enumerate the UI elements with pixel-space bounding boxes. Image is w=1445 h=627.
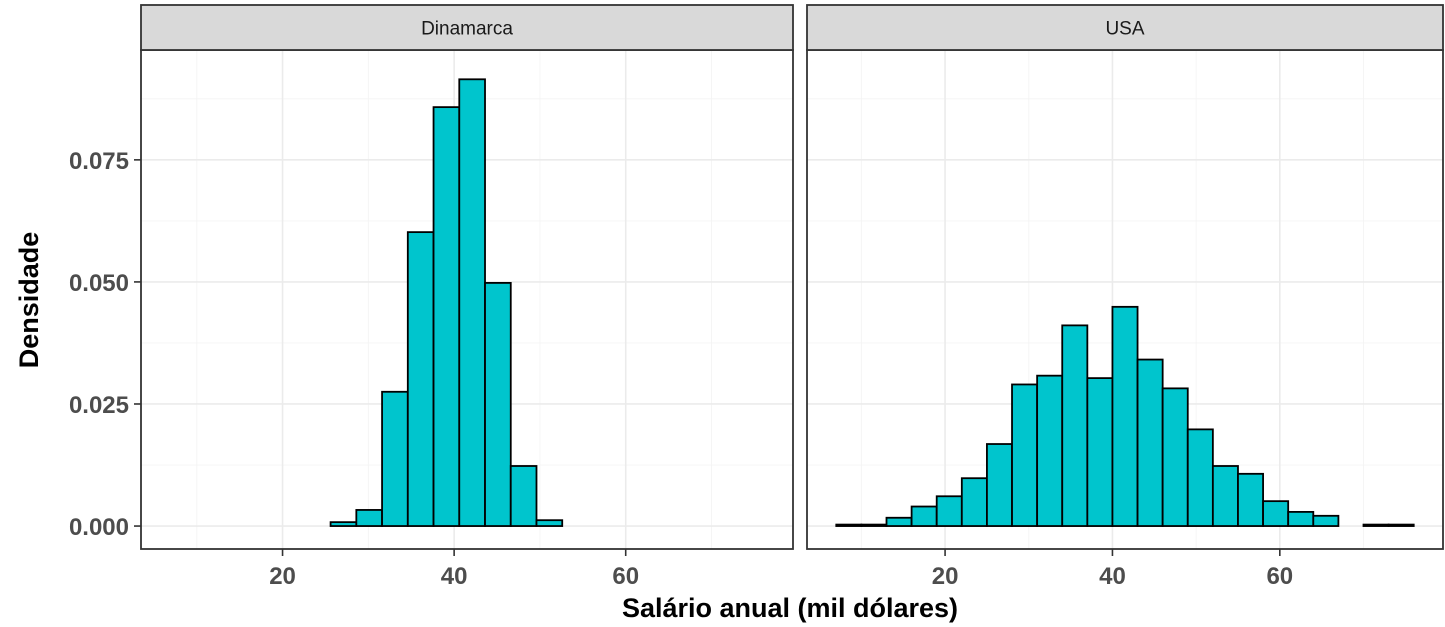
y-tick-label: 0.025 [69, 392, 129, 419]
histogram-bar [835, 523, 863, 527]
histogram-bar [1011, 383, 1039, 527]
x-tick-label: 60 [1266, 563, 1293, 590]
x-tick-label: 60 [612, 563, 639, 590]
histogram-bar [355, 509, 383, 527]
histogram-bar [458, 78, 486, 527]
histogram-bar [1362, 523, 1390, 527]
facet-panel-dinamarca: Dinamarca 20 40 60 [140, 4, 794, 590]
histogram-bar [432, 106, 461, 527]
histogram-bar [1287, 510, 1315, 527]
histogram-bar [1186, 428, 1214, 527]
histogram-bar [484, 281, 512, 527]
histogram-bar [1136, 358, 1164, 527]
histogram-bar [406, 231, 435, 527]
histogram-bar [1086, 377, 1114, 527]
histogram-bar [1237, 472, 1264, 527]
x-axis-title: Salário anual (mil dólares) [622, 593, 958, 623]
histogram-bar [1161, 387, 1189, 527]
histogram-bar [935, 495, 963, 527]
histogram-bar [1262, 500, 1290, 527]
x-tick-label: 40 [441, 563, 468, 590]
y-tick-label: 0.050 [69, 270, 129, 297]
histogram-bar [509, 465, 538, 527]
histogram-bar [986, 443, 1013, 527]
histogram-bar [860, 523, 888, 527]
histogram-bar [1061, 324, 1089, 527]
histogram-bar [329, 521, 358, 527]
facet-strip [140, 4, 794, 51]
facet-panel-usa: USA 20 40 60 [806, 4, 1444, 590]
histogram-bar [1036, 374, 1064, 527]
histogram-bar [1387, 523, 1415, 527]
facet-strip [806, 4, 1444, 51]
y-axis: 0.000 0.025 0.050 0.075 [69, 148, 141, 541]
facet-strip-label: USA [1105, 19, 1144, 40]
histogram-bar [1111, 305, 1139, 527]
histogram-bar [1312, 514, 1340, 527]
histogram-bar [381, 390, 409, 527]
x-tick-label: 20 [932, 563, 959, 590]
histogram-bar [885, 516, 913, 527]
y-axis-title-group: Densidade [14, 232, 44, 369]
histogram-bar [1211, 465, 1239, 527]
facet-strip-label: Dinamarca [421, 19, 513, 40]
x-tick-label: 40 [1099, 563, 1126, 590]
facets-layer: Dinamarca 20 40 60 USA 20 40 60 [140, 4, 1444, 590]
y-tick-label: 0.075 [69, 148, 129, 175]
x-tick-label: 20 [269, 563, 296, 590]
histogram-bar [910, 505, 938, 527]
histogram-bar [960, 477, 988, 527]
histogram-bar [535, 519, 564, 527]
y-tick-label: 0.000 [69, 514, 129, 541]
y-axis-title: Densidade [14, 232, 44, 369]
